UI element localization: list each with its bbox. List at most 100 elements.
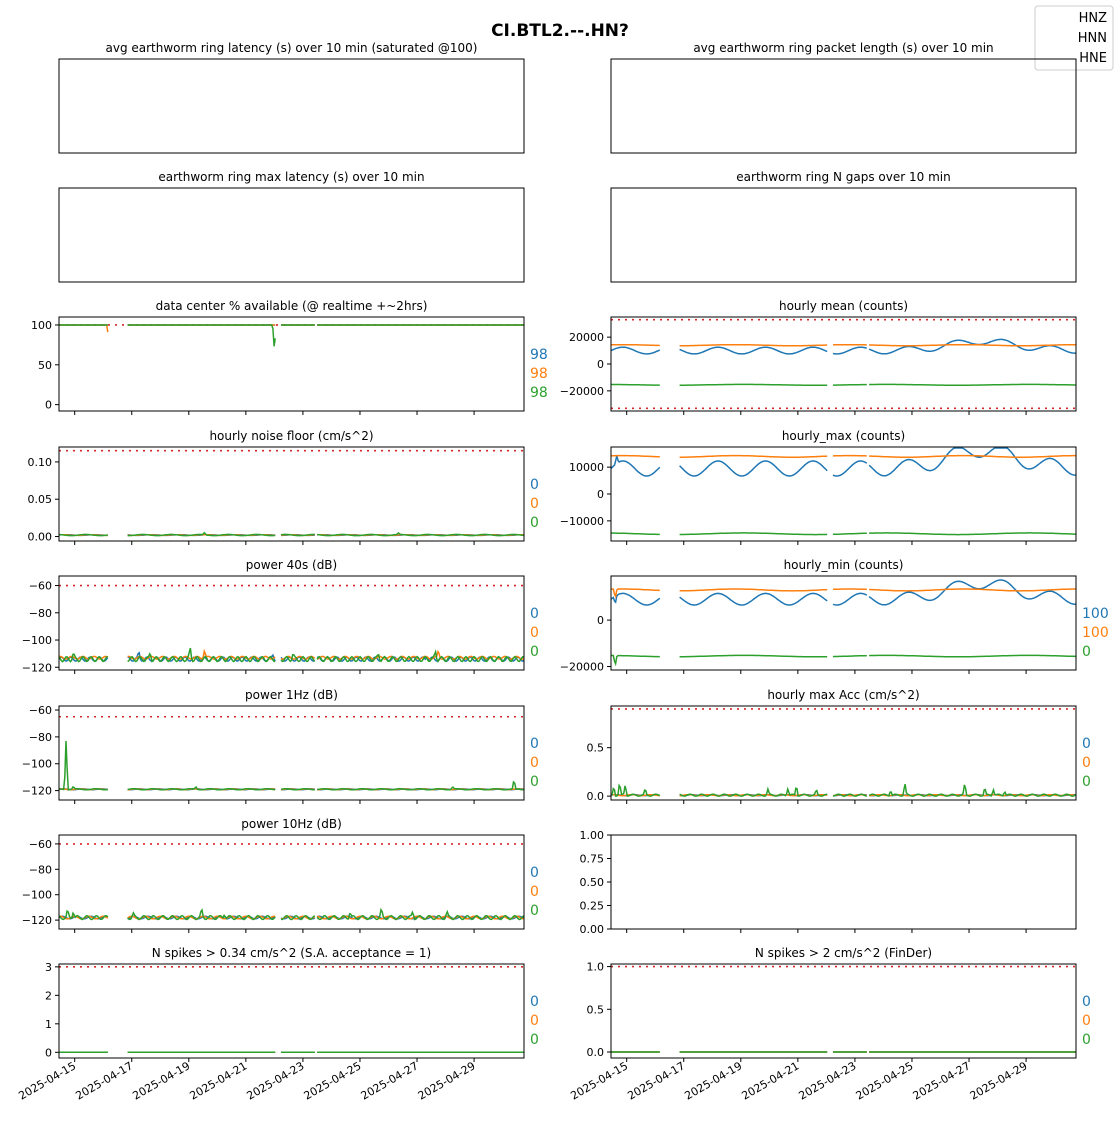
x-tick-label: 2025-04-27: [359, 1059, 421, 1102]
side-value: 0: [530, 755, 539, 771]
panel-title: avg earthworm ring latency (s) over 10 m…: [106, 41, 478, 55]
side-value: 0: [530, 865, 539, 881]
y-tick-label: −20000: [560, 385, 604, 398]
series-line-hne: [59, 324, 524, 347]
y-tick-label: 3: [45, 961, 52, 974]
side-value: 0: [530, 496, 539, 512]
series-line-hne: [610, 654, 1076, 667]
axes-frame: [610, 446, 1077, 542]
side-value: 98: [530, 366, 548, 382]
axes-frame: [58, 963, 525, 1059]
y-tick-label: −100: [22, 889, 52, 902]
y-tick-label: −80: [29, 731, 52, 744]
series-line-hnn: [611, 454, 1076, 458]
panel-8: power 40s (dB) −120 −100 −80 −60 0 0 0: [22, 558, 539, 674]
panel-10: power 1Hz (dB) −120 −100 −80 −60 0 0 0: [22, 688, 539, 804]
series-line-hne: [58, 740, 524, 791]
series-line-hnn: [611, 588, 1076, 599]
y-tick-label: 100: [31, 319, 52, 332]
panel-15: N spikes > 2 cm/s^2 (FinDer) 0.0 0.5 1.0 202…: [568, 946, 1091, 1103]
series-line-hnz: [610, 447, 1077, 477]
y-tick-label: 0.00: [28, 531, 53, 544]
panel-title: hourly mean (counts): [779, 299, 908, 313]
y-tick-label: −100: [22, 634, 52, 647]
side-value: 0: [530, 884, 539, 900]
legend-box: [1034, 5, 1114, 71]
series-line-hne: [610, 383, 1076, 386]
side-value: 0: [1082, 1013, 1091, 1029]
panel-0: avg earthworm ring latency (s) over 10 m…: [58, 41, 525, 154]
y-tick-label: 1.0: [587, 961, 605, 974]
panel-title: N spikes > 0.34 cm/s^2 (S.A. acceptance …: [152, 946, 431, 960]
y-tick-label: −60: [29, 838, 52, 851]
x-tick-label: 2025-04-23: [245, 1059, 307, 1102]
x-tick-label: 2025-04-21: [739, 1059, 801, 1102]
x-tick-label: 2025-04-25: [854, 1059, 916, 1102]
x-tick-label: 2025-04-21: [187, 1059, 249, 1102]
y-tick-label: 0.0: [587, 790, 605, 803]
side-value: 0: [1082, 736, 1091, 752]
side-value: 0: [1082, 994, 1091, 1010]
panel-7: hourly_max (counts) −10000 0 10000: [560, 429, 1077, 545]
side-value: 0: [530, 774, 539, 790]
x-tick-label: 2025-04-29: [416, 1059, 478, 1102]
x-tick-label: 2025-04-15: [568, 1059, 630, 1102]
y-tick-label: 0.75: [580, 853, 605, 866]
axes-frame: [610, 963, 1077, 1059]
panel-title: hourly max Acc (cm/s^2): [767, 688, 919, 702]
y-tick-label: −60: [29, 580, 52, 593]
axes-frame: [610, 705, 1077, 801]
y-tick-label: −120: [22, 785, 52, 798]
axes-frame: [58, 705, 525, 801]
axes-frame: [58, 446, 525, 542]
series-line-hne: [611, 532, 1076, 536]
y-tick-label: 0.50: [580, 876, 605, 889]
panel-14: N spikes > 0.34 cm/s^2 (S.A. acceptance …: [16, 946, 539, 1103]
panel-title: hourly_min (counts): [784, 558, 904, 572]
x-tick-label: 2025-04-25: [302, 1059, 364, 1102]
axes-frame: [610, 58, 1077, 154]
side-value: 0: [530, 1032, 539, 1048]
panel-1: avg earthworm ring packet length (s) ove…: [610, 41, 1077, 154]
y-tick-label: 1: [45, 1018, 52, 1031]
y-tick-label: 2: [45, 989, 52, 1002]
side-value: 98: [530, 385, 548, 401]
y-tick-label: 0: [597, 358, 604, 371]
side-value: 0: [1082, 1032, 1091, 1048]
x-tick-label: 2025-04-27: [911, 1059, 973, 1102]
figure-title: CI.BTL2.--.HN?: [491, 21, 629, 41]
x-tick-label: 2025-04-19: [130, 1059, 192, 1102]
x-tick-label: 2025-04-29: [968, 1059, 1030, 1102]
y-tick-label: 0.5: [587, 1003, 605, 1016]
panel-2: earthworm ring max latency (s) over 10 m…: [58, 170, 525, 283]
panel-3: earthworm ring N gaps over 10 min: [610, 170, 1077, 283]
legend-entry-hnn: HNN: [1078, 31, 1107, 46]
axes-frame: [610, 834, 1077, 930]
panel-title: power 1Hz (dB): [245, 688, 338, 702]
y-tick-label: 0: [45, 1046, 52, 1059]
side-value: 0: [1082, 644, 1091, 660]
y-tick-label: −80: [29, 863, 52, 876]
axes-frame: [58, 575, 525, 671]
side-value: 0: [530, 606, 539, 622]
panel-title: earthworm ring max latency (s) over 10 m…: [158, 170, 424, 184]
axes-frame: [58, 187, 525, 283]
panel-title: earthworm ring N gaps over 10 min: [736, 170, 950, 184]
series-line-hnz: [610, 579, 1077, 606]
panel-title: data center % available (@ realtime +~2h…: [156, 299, 428, 313]
panel-title: avg earthworm ring packet length (s) ove…: [693, 41, 993, 55]
series-line-hne: [58, 647, 525, 663]
y-tick-label: 0.10: [28, 456, 53, 469]
y-tick-label: 0.5: [587, 742, 605, 755]
panel-9: hourly_min (counts) −20000 0 100 100 0: [560, 558, 1109, 674]
y-tick-label: −10000: [560, 515, 604, 528]
y-tick-label: 0.0: [587, 1046, 605, 1059]
panel-4: data center % available (@ realtime +~2h…: [31, 299, 548, 415]
panel-title: power 10Hz (dB): [241, 817, 342, 831]
x-tick-label: 2025-04-17: [73, 1059, 135, 1102]
panel-5: hourly mean (counts) −20000 0 20000: [560, 299, 1077, 415]
axes-frame: [610, 316, 1077, 412]
y-tick-label: 10000: [569, 461, 604, 474]
y-tick-label: −100: [22, 758, 52, 771]
side-value: 0: [530, 1013, 539, 1029]
